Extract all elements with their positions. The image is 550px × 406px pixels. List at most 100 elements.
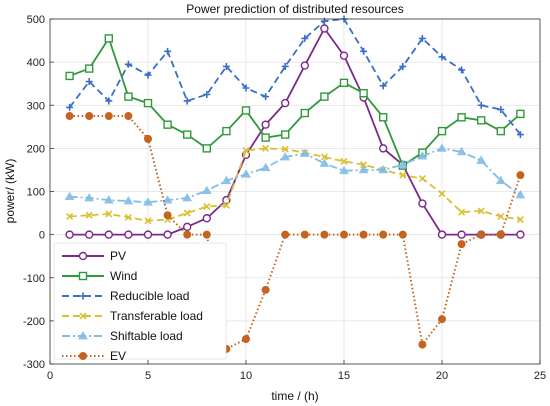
data-point [319,158,330,167]
data-point [105,97,113,105]
data-point [262,144,270,152]
legend-item: Reducible load [62,289,189,303]
data-point [397,159,408,169]
data-point [222,62,230,70]
series-line [69,147,521,222]
data-point [281,62,289,70]
data-point [378,164,389,174]
x-tick-label: 0 [47,370,53,382]
data-point [360,161,368,169]
legend-marker [79,292,87,300]
legend-label: EV [110,349,126,363]
data-point [202,144,212,153]
data-point [340,157,348,165]
series-transferable-load [66,144,524,225]
y-tick-label: -200 [23,316,45,328]
data-point [261,133,270,142]
data-point [241,169,251,178]
y-axis: -300 -200 -100 0 100 200 300 400 500 [23,14,54,371]
data-point [144,217,152,225]
data-point [418,340,427,349]
data-point [458,66,466,74]
series-ev [65,112,525,353]
legend-marker [78,271,88,281]
data-point [103,195,114,204]
data-point [339,78,349,88]
data-point [516,230,525,239]
data-point [124,112,133,121]
series-layer [64,15,526,353]
data-point [261,285,270,294]
data-point [281,98,290,108]
data-point [457,240,466,249]
data-point [437,126,447,136]
data-point [242,84,250,92]
data-point [281,145,289,153]
series-reducible-load [66,15,524,139]
data-point [260,162,271,172]
data-point [438,315,446,324]
x-tick-label: 10 [240,370,252,382]
data-point [300,230,309,239]
data-point [182,193,193,202]
data-point [104,34,114,43]
data-point [379,82,387,90]
data-point [261,120,270,129]
data-point [143,98,153,108]
data-point [458,208,466,216]
y-tick-label: 300 [27,100,45,112]
data-point [516,171,525,180]
y-tick-label: 200 [27,143,45,155]
data-point [164,47,172,55]
legend-label: Transferable load [110,309,203,323]
data-point [477,116,486,125]
data-point [182,222,192,232]
legend-label: Reducible load [110,289,189,303]
data-point [438,53,446,61]
legend-item: PV [62,249,126,263]
series-wind [65,34,525,170]
y-tick-label: 100 [27,187,45,199]
data-point [242,334,250,343]
legend-item: Wind [62,269,137,283]
series-line [69,147,521,204]
data-point [221,175,232,185]
data-point [320,153,328,161]
data-point [299,148,310,157]
data-point [281,230,290,239]
data-point [359,230,368,239]
data-point [201,185,212,194]
data-point [241,106,251,115]
legend-marker [78,331,88,340]
data-point [144,71,152,79]
data-point [320,230,329,239]
data-point [398,230,407,239]
data-point [84,193,95,202]
data-point [123,196,134,205]
data-point [64,191,75,201]
x-axis-label: time / (h) [271,389,318,403]
data-point [143,230,153,239]
data-point [203,90,211,98]
legend-marker [79,312,87,320]
data-point [124,230,133,239]
data-point [124,92,133,101]
y-tick-label: 0 [39,230,45,242]
data-point [85,78,93,86]
data-point [476,155,487,164]
y-tick-label: 400 [27,57,45,69]
legend-label: PV [110,249,126,263]
data-point [417,151,428,160]
data-point [202,230,211,239]
data-point [340,230,348,239]
data-point [182,130,192,139]
x-tick-label: 5 [145,370,151,382]
data-point [497,212,505,221]
data-point [124,60,132,68]
data-point [202,214,212,223]
data-point [379,144,388,153]
data-point [497,106,505,114]
data-point [358,164,369,174]
data-point [418,34,426,42]
